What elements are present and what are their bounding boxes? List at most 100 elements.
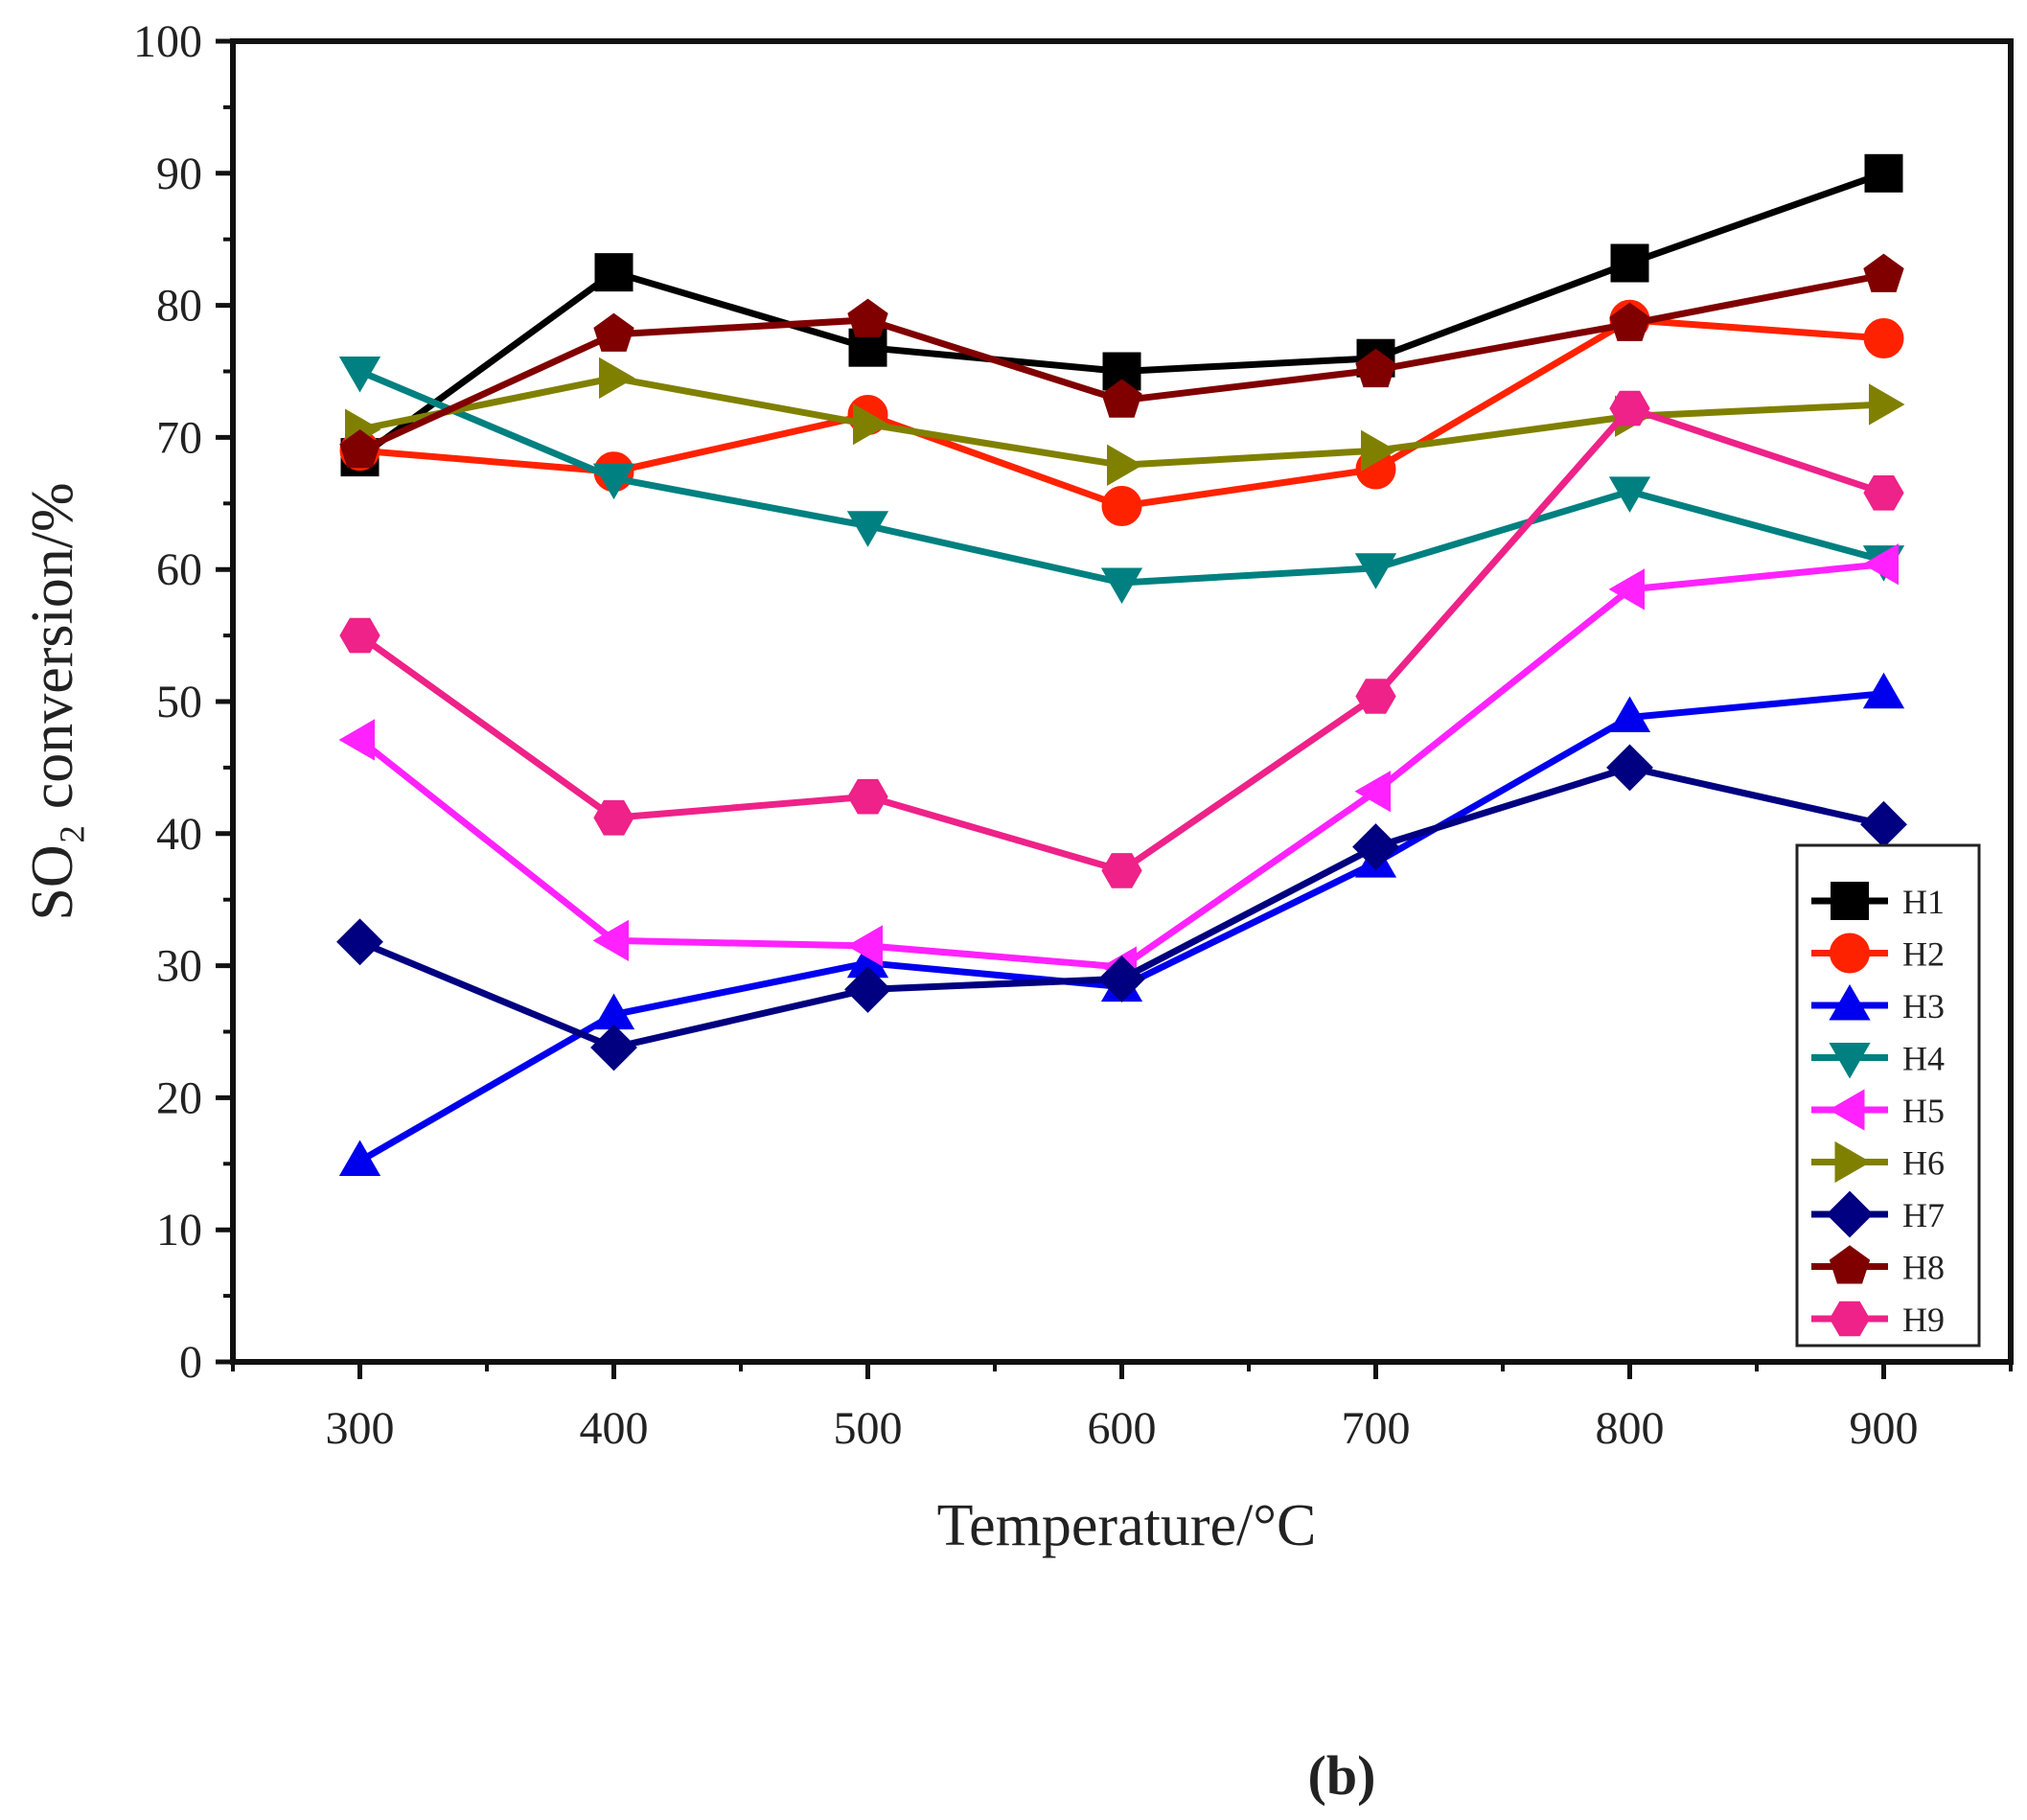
- series-line-h3: [357, 690, 1884, 1164]
- data-point-h4: [592, 463, 635, 500]
- data-point-h5: [338, 719, 375, 761]
- legend-marker: [1829, 983, 1871, 1021]
- series-h8: [339, 253, 1904, 469]
- data-point-h4: [1608, 476, 1651, 513]
- legend-label: H6: [1902, 1144, 1945, 1183]
- data-point-h7: [336, 918, 383, 966]
- data-point-h9: [339, 617, 380, 654]
- legend-item-h6: H6: [1811, 1140, 1945, 1184]
- data-point-h8: [1101, 379, 1142, 418]
- data-point-h2: [1101, 486, 1142, 527]
- legend-marker: [1829, 1043, 1871, 1079]
- y-tick-label: 40: [156, 809, 202, 860]
- data-point-h6: [599, 357, 635, 400]
- x-tick-label: 500: [834, 1403, 903, 1454]
- legend-item-h3: H3: [1811, 983, 1945, 1025]
- data-point-h7: [1098, 955, 1145, 1002]
- legend-label: H3: [1902, 987, 1945, 1025]
- legend-label: H8: [1902, 1249, 1945, 1287]
- x-tick-label: 800: [1596, 1403, 1665, 1454]
- data-point-h5: [1862, 543, 1899, 586]
- data-point-h6: [1361, 429, 1397, 472]
- data-point-h3: [338, 1140, 381, 1176]
- legend-item-h9: H9: [1811, 1301, 1945, 1339]
- data-point-h4: [338, 357, 381, 393]
- data-point-h1: [1610, 243, 1649, 283]
- data-point-h4: [846, 511, 889, 547]
- y-tick-label: 50: [156, 677, 202, 727]
- legend-marker: [1829, 1301, 1871, 1337]
- legend-label: H1: [1902, 883, 1945, 921]
- data-point-h9: [1101, 853, 1142, 888]
- y-axis-title: SO₂ conversion/%: [20, 482, 85, 920]
- legend-box: [1795, 843, 1981, 1348]
- data-point-h9: [593, 799, 634, 836]
- data-point-h5: [846, 925, 883, 967]
- legend-marker: [1826, 1190, 1874, 1238]
- data-point-h3: [1862, 672, 1905, 709]
- data-point-h5: [1608, 568, 1645, 611]
- data-point-h8: [339, 428, 380, 469]
- y-tick-label: 20: [156, 1072, 202, 1123]
- series-line-h5: [357, 561, 1884, 971]
- series-h5: [338, 543, 1899, 988]
- data-point-h6: [853, 403, 889, 446]
- y-tick-label: 90: [156, 149, 202, 199]
- data-point-h8: [847, 298, 888, 337]
- data-point-h7: [590, 1024, 637, 1071]
- series-h9: [339, 390, 1904, 888]
- data-point-h1: [594, 253, 633, 292]
- y-tick-label: 0: [179, 1337, 202, 1388]
- data-point-h9: [1863, 475, 1904, 511]
- x-axis-title: Temperature/°C: [937, 1493, 1317, 1558]
- x-tick-label: 900: [1850, 1403, 1919, 1454]
- data-point-h7: [1860, 800, 1907, 848]
- x-tick-label: 600: [1088, 1403, 1157, 1454]
- data-point-h1: [1864, 153, 1903, 193]
- legend-label: H4: [1902, 1040, 1945, 1078]
- series-h1: [340, 153, 1903, 477]
- data-point-h7: [1352, 823, 1399, 871]
- legend-label: H5: [1902, 1092, 1945, 1130]
- data-point-h6: [1869, 383, 1905, 426]
- y-tick-label: 70: [156, 412, 202, 463]
- y-tick-label: 10: [156, 1205, 202, 1256]
- y-tick-label: 60: [156, 544, 202, 595]
- data-point-h8: [593, 312, 634, 352]
- data-point-h7: [844, 965, 891, 1013]
- legend-item-h1: H1: [1811, 882, 1945, 921]
- plot-frame: [230, 38, 2014, 1365]
- legend-item-h4: H4: [1811, 1040, 1945, 1079]
- series-h4: [338, 357, 1905, 605]
- legend-item-h5: H5: [1811, 1089, 1945, 1131]
- legend: H1 H2 H3 H4 H5 H6 H7 H8 H9: [1795, 843, 1981, 1348]
- series-line-h7: [358, 764, 1885, 1051]
- data-point-h4: [1100, 567, 1143, 605]
- data-point-h9: [1609, 390, 1650, 426]
- legend-marker: [1831, 882, 1869, 920]
- legend-item-h7: H7: [1811, 1190, 1945, 1238]
- legend-marker: [1830, 933, 1870, 974]
- data-point-h4: [1354, 553, 1397, 589]
- legend-marker: [1834, 1140, 1872, 1184]
- data-point-h8: [1863, 253, 1904, 292]
- x-tick-label: 700: [1342, 1403, 1411, 1454]
- legend-label: H9: [1902, 1301, 1945, 1339]
- legend-label: H7: [1902, 1196, 1945, 1234]
- y-tick-label: 30: [156, 941, 202, 992]
- legend-label: H2: [1902, 935, 1945, 974]
- legend-marker: [1828, 1089, 1865, 1131]
- data-point-h8: [1609, 302, 1650, 341]
- y-tick-label: 100: [133, 16, 202, 67]
- data-point-h6: [1107, 444, 1143, 487]
- x-tick-label: 300: [326, 1403, 395, 1454]
- data-point-h5: [592, 919, 629, 962]
- legend-item-h8: H8: [1811, 1245, 1945, 1287]
- data-point-h8: [1355, 348, 1396, 388]
- x-tick-label: 400: [580, 1403, 649, 1454]
- data-point-h3: [1608, 696, 1651, 732]
- series-h7: [336, 744, 1907, 1071]
- data-point-h9: [1355, 679, 1396, 714]
- legend-marker: [1829, 1245, 1871, 1284]
